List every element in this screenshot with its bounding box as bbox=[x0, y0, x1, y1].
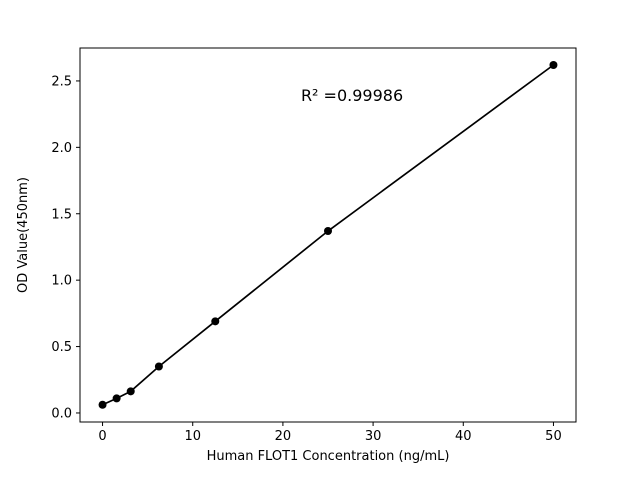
y-tick-label: 0.5 bbox=[51, 340, 72, 355]
y-tick-label: 1.5 bbox=[51, 207, 72, 222]
x-axis-label: Human FLOT1 Concentration (ng/mL) bbox=[207, 449, 450, 464]
data-point bbox=[211, 317, 220, 326]
y-tick-label: 1.0 bbox=[51, 274, 72, 289]
plot-border bbox=[79, 47, 577, 423]
y-tick-label: 2.5 bbox=[51, 74, 72, 89]
x-tick-label: 20 bbox=[275, 429, 292, 444]
x-tick-label: 40 bbox=[455, 429, 472, 444]
data-point bbox=[154, 362, 163, 371]
x-tick-label: 30 bbox=[365, 429, 382, 444]
y-axis-label: OD Value(450nm) bbox=[16, 177, 31, 293]
data-point bbox=[98, 400, 107, 409]
r-squared-annotation: R² =0.99986 bbox=[301, 86, 403, 105]
data-point bbox=[324, 227, 332, 236]
x-tick-label: 10 bbox=[184, 429, 201, 444]
x-tick-label: 50 bbox=[545, 429, 562, 444]
data-point bbox=[112, 394, 121, 403]
y-tick-label: 0.0 bbox=[51, 406, 72, 421]
x-tick-label: 0 bbox=[98, 429, 106, 444]
data-point bbox=[549, 61, 558, 69]
data-point bbox=[126, 387, 135, 396]
y-tick-label: 2.0 bbox=[51, 141, 72, 156]
